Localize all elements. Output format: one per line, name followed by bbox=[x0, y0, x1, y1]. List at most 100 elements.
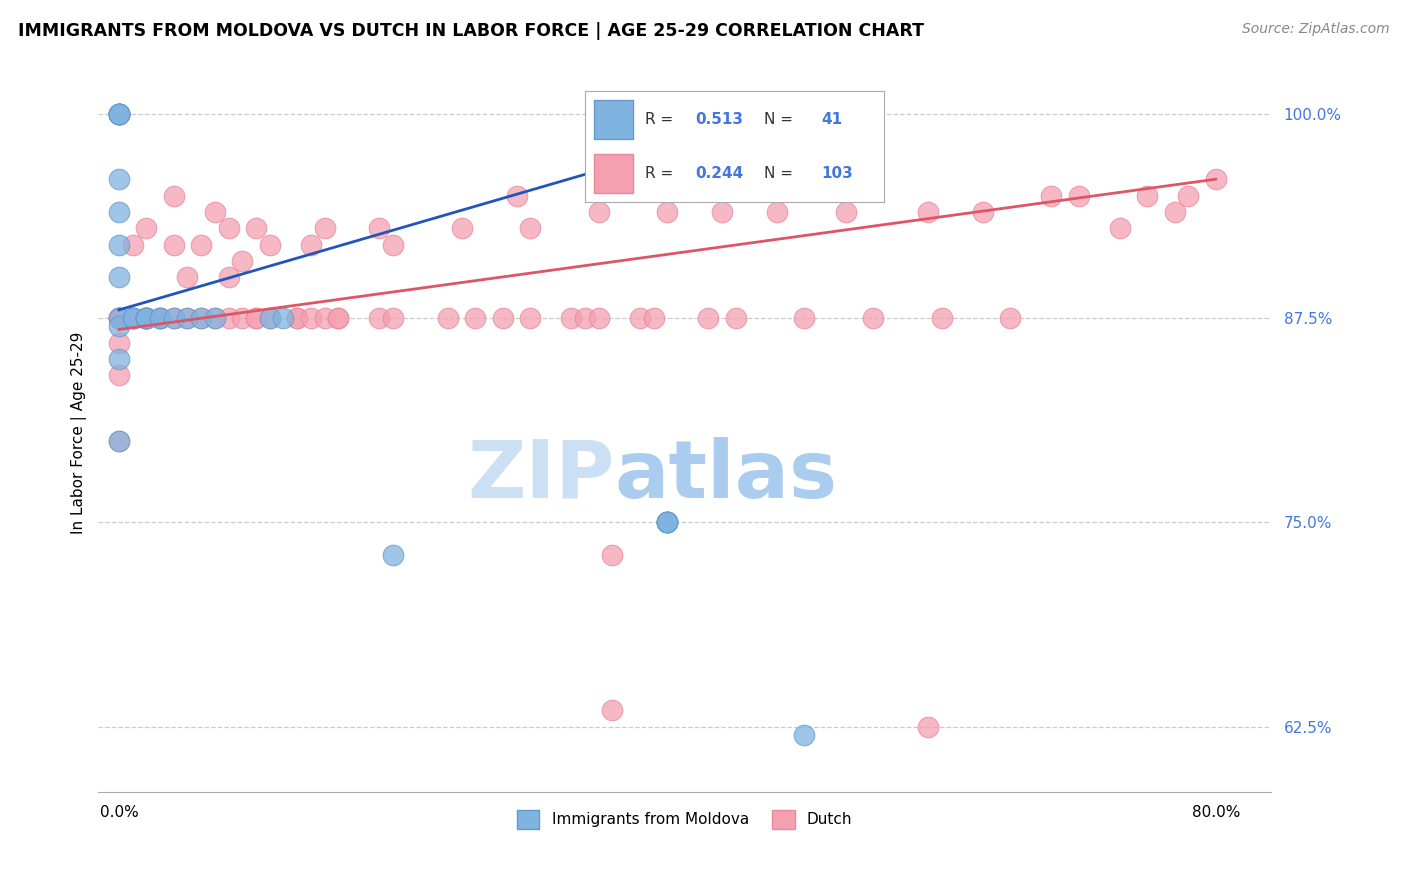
Point bbox=[231, 253, 253, 268]
Point bbox=[245, 311, 267, 326]
Point bbox=[108, 107, 131, 121]
Point bbox=[204, 205, 226, 219]
Point bbox=[176, 270, 198, 285]
Point bbox=[108, 434, 131, 448]
Point bbox=[285, 311, 308, 326]
Point bbox=[657, 516, 679, 530]
Point bbox=[505, 188, 527, 202]
Point bbox=[108, 107, 131, 121]
Point bbox=[1067, 188, 1090, 202]
Point bbox=[190, 311, 212, 326]
Point bbox=[931, 311, 953, 326]
Point bbox=[614, 107, 637, 121]
Point bbox=[1205, 172, 1227, 186]
Point bbox=[299, 311, 322, 326]
Point bbox=[135, 221, 157, 235]
Point bbox=[917, 205, 939, 219]
Point bbox=[108, 205, 131, 219]
Point bbox=[657, 516, 679, 530]
Point bbox=[299, 237, 322, 252]
Point bbox=[1136, 188, 1159, 202]
Point bbox=[450, 221, 472, 235]
Point bbox=[108, 311, 131, 326]
Point bbox=[190, 237, 212, 252]
Point bbox=[135, 311, 157, 326]
Point bbox=[328, 311, 350, 326]
Point bbox=[560, 311, 582, 326]
Point bbox=[382, 311, 405, 326]
Point bbox=[176, 311, 198, 326]
Point bbox=[149, 311, 172, 326]
Point bbox=[121, 311, 143, 326]
Point bbox=[218, 311, 240, 326]
Point bbox=[108, 107, 131, 121]
Point bbox=[108, 311, 131, 326]
Point bbox=[724, 311, 747, 326]
Point bbox=[204, 311, 226, 326]
Point bbox=[108, 434, 131, 448]
Point bbox=[108, 107, 131, 121]
Point bbox=[108, 107, 131, 121]
Point bbox=[121, 311, 143, 326]
Point bbox=[519, 221, 541, 235]
Point bbox=[135, 311, 157, 326]
Point bbox=[368, 311, 391, 326]
Point bbox=[108, 172, 131, 186]
Point bbox=[149, 311, 172, 326]
Point bbox=[108, 351, 131, 366]
Point bbox=[108, 311, 131, 326]
Point bbox=[614, 107, 637, 121]
Point bbox=[1108, 221, 1130, 235]
Point bbox=[917, 720, 939, 734]
Point bbox=[121, 237, 143, 252]
Point bbox=[259, 311, 281, 326]
Point bbox=[135, 311, 157, 326]
Point bbox=[657, 516, 679, 530]
Point bbox=[1040, 188, 1063, 202]
Point bbox=[588, 311, 610, 326]
Point bbox=[834, 205, 856, 219]
Point bbox=[382, 237, 405, 252]
Point bbox=[121, 311, 143, 326]
Point bbox=[793, 311, 815, 326]
Point bbox=[121, 311, 143, 326]
Text: atlas: atlas bbox=[614, 436, 837, 515]
Point bbox=[108, 335, 131, 350]
Point bbox=[135, 311, 157, 326]
Point bbox=[588, 205, 610, 219]
Point bbox=[108, 368, 131, 383]
Point bbox=[697, 311, 720, 326]
Point bbox=[163, 311, 186, 326]
Point bbox=[793, 728, 815, 742]
Point bbox=[245, 311, 267, 326]
Point bbox=[163, 188, 186, 202]
Point bbox=[108, 107, 131, 121]
Text: Source: ZipAtlas.com: Source: ZipAtlas.com bbox=[1241, 22, 1389, 37]
Point bbox=[628, 311, 651, 326]
Point bbox=[108, 311, 131, 326]
Point bbox=[135, 311, 157, 326]
Point bbox=[245, 221, 267, 235]
Point bbox=[163, 311, 186, 326]
Point bbox=[766, 205, 789, 219]
Point bbox=[464, 311, 486, 326]
Point bbox=[382, 548, 405, 562]
Y-axis label: In Labor Force | Age 25-29: In Labor Force | Age 25-29 bbox=[72, 331, 87, 533]
Point bbox=[998, 311, 1021, 326]
Point bbox=[602, 548, 624, 562]
Point bbox=[314, 311, 336, 326]
Point bbox=[657, 516, 679, 530]
Point bbox=[259, 237, 281, 252]
Point bbox=[602, 703, 624, 717]
Point bbox=[711, 205, 734, 219]
Point bbox=[862, 311, 884, 326]
Point bbox=[657, 516, 679, 530]
Point bbox=[314, 221, 336, 235]
Point bbox=[108, 237, 131, 252]
Point bbox=[149, 311, 172, 326]
Point bbox=[108, 270, 131, 285]
Legend: Immigrants from Moldova, Dutch: Immigrants from Moldova, Dutch bbox=[510, 804, 859, 835]
Point bbox=[108, 107, 131, 121]
Point bbox=[108, 107, 131, 121]
Point bbox=[108, 311, 131, 326]
